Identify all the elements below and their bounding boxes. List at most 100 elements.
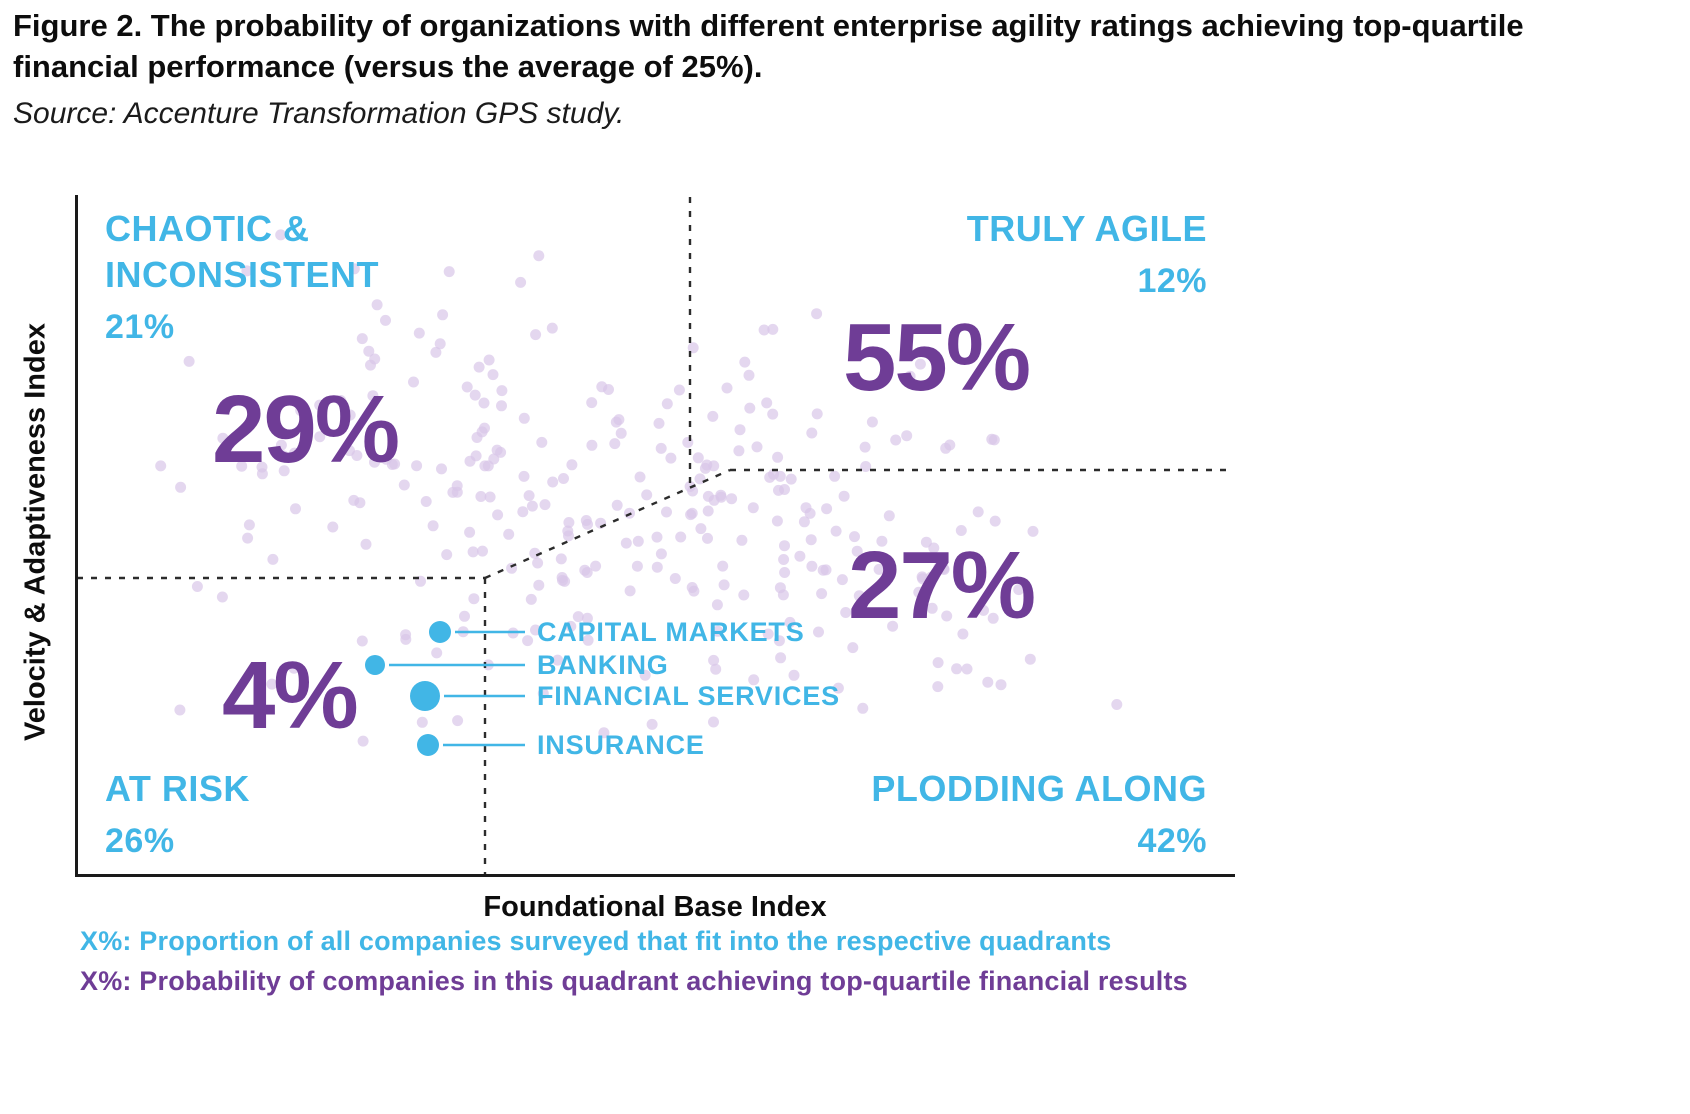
scatter-point xyxy=(563,530,574,542)
scatter-point xyxy=(216,591,228,603)
scatter-point xyxy=(546,322,558,334)
scatter-point xyxy=(989,515,1001,527)
scatter-point xyxy=(717,560,729,572)
scatter-point xyxy=(351,450,363,461)
scatter-point xyxy=(515,276,527,288)
scatter-point xyxy=(532,557,544,569)
scatter-point xyxy=(566,459,578,471)
scatter-point xyxy=(610,416,622,428)
scatter-point xyxy=(581,612,593,624)
scatter-point xyxy=(288,662,300,674)
scatter-point xyxy=(710,663,722,675)
scatter-point xyxy=(761,397,773,409)
scatter-point xyxy=(348,263,360,275)
scatter-point xyxy=(572,611,584,623)
scatter-point xyxy=(774,582,786,594)
scatter-point xyxy=(451,486,463,498)
scatter-point xyxy=(768,468,779,480)
y-axis-label: Velocity & Adaptiveness Index xyxy=(19,323,52,741)
scatter-point xyxy=(611,499,623,511)
scatter-point xyxy=(314,399,326,411)
scatter-point xyxy=(721,382,733,394)
scatter-point xyxy=(1013,584,1025,596)
scatter-point xyxy=(155,460,167,472)
scatter-point xyxy=(437,309,449,321)
legend-share-note: X%: Proportion of all companies surveyed… xyxy=(80,926,1112,956)
quadrant-share: 12% xyxy=(1137,262,1207,301)
scatter-layer xyxy=(155,229,1123,747)
probability-plodding-along: 27% xyxy=(848,532,1036,639)
scatter-point xyxy=(853,590,865,602)
scatter-point xyxy=(775,652,787,664)
quadrant-label-truly-agile: TRULY AGILE 12% xyxy=(967,206,1207,304)
scatter-point xyxy=(518,412,530,424)
scatter-point xyxy=(496,385,508,397)
scatter-point xyxy=(734,424,746,436)
scatter-point xyxy=(748,674,760,686)
scatter-point xyxy=(641,489,653,501)
scatter-point xyxy=(917,573,929,585)
scatter-point xyxy=(452,715,464,727)
scatter-point xyxy=(434,338,446,350)
scatter-point xyxy=(461,381,473,393)
scatter-point xyxy=(522,635,534,647)
scatter-point xyxy=(518,470,530,482)
scatter-point xyxy=(356,333,368,345)
scatter-point xyxy=(266,678,278,690)
scatter-point xyxy=(547,476,559,488)
quadrant-share: 26% xyxy=(105,822,175,861)
scatter-point xyxy=(565,620,577,632)
scatter-point xyxy=(661,506,672,518)
scatter-point xyxy=(675,531,687,543)
quadrant-share: 21% xyxy=(105,308,175,347)
scatter-point xyxy=(913,586,925,598)
scatter-point xyxy=(800,502,812,514)
scatter-point xyxy=(1027,525,1039,537)
scatter-point xyxy=(488,453,500,465)
scatter-point xyxy=(901,430,913,442)
callout-dot-insurance xyxy=(417,734,439,756)
scatter-point xyxy=(711,599,723,611)
scatter-point xyxy=(932,681,944,693)
scatter-point xyxy=(530,329,542,341)
scatter-point xyxy=(890,434,902,446)
scatter-point xyxy=(883,510,895,522)
scatter-point xyxy=(821,503,833,515)
scatter-point xyxy=(866,416,878,428)
scatter-point xyxy=(762,628,774,640)
scatter-point xyxy=(655,548,667,560)
legend-probability-note: X%: Probability of companies in this qua… xyxy=(80,966,1188,996)
scatter-point xyxy=(738,589,750,601)
scatter-point xyxy=(533,579,545,591)
scatter-point xyxy=(360,538,372,550)
quadrant-label-at-risk: AT RISK 26% xyxy=(105,766,250,864)
scatter-point xyxy=(624,585,636,597)
scatter-point xyxy=(469,389,481,401)
scatter-point xyxy=(579,564,591,576)
scatter-point xyxy=(851,545,863,557)
scatter-point xyxy=(707,410,719,422)
scatter-point xyxy=(596,381,608,393)
probability-chaotic-inconsistent: 29% xyxy=(212,376,400,483)
scatter-point xyxy=(369,353,381,365)
scatter-point xyxy=(957,628,969,640)
scatter-point xyxy=(655,442,667,454)
scatter-point xyxy=(778,554,790,565)
scatter-point xyxy=(496,400,507,412)
scatter-point xyxy=(557,574,568,586)
scatter-point xyxy=(503,528,515,540)
scatter-point xyxy=(441,549,453,561)
quadrant-label-plodding-along: PLODDING ALONG 42% xyxy=(871,766,1207,864)
scatter-point xyxy=(686,582,698,593)
scatter-point xyxy=(702,532,713,544)
scatter-point xyxy=(408,376,419,388)
scatter-point xyxy=(483,354,495,366)
quadrant-name: AT RISK xyxy=(105,768,250,809)
scatter-point xyxy=(840,607,852,618)
scatter-point xyxy=(920,536,932,548)
scatter-point xyxy=(692,452,704,464)
scatter-point xyxy=(830,525,842,537)
scatter-point xyxy=(702,490,714,502)
scatter-point xyxy=(951,663,963,675)
scatter-point xyxy=(767,408,779,420)
